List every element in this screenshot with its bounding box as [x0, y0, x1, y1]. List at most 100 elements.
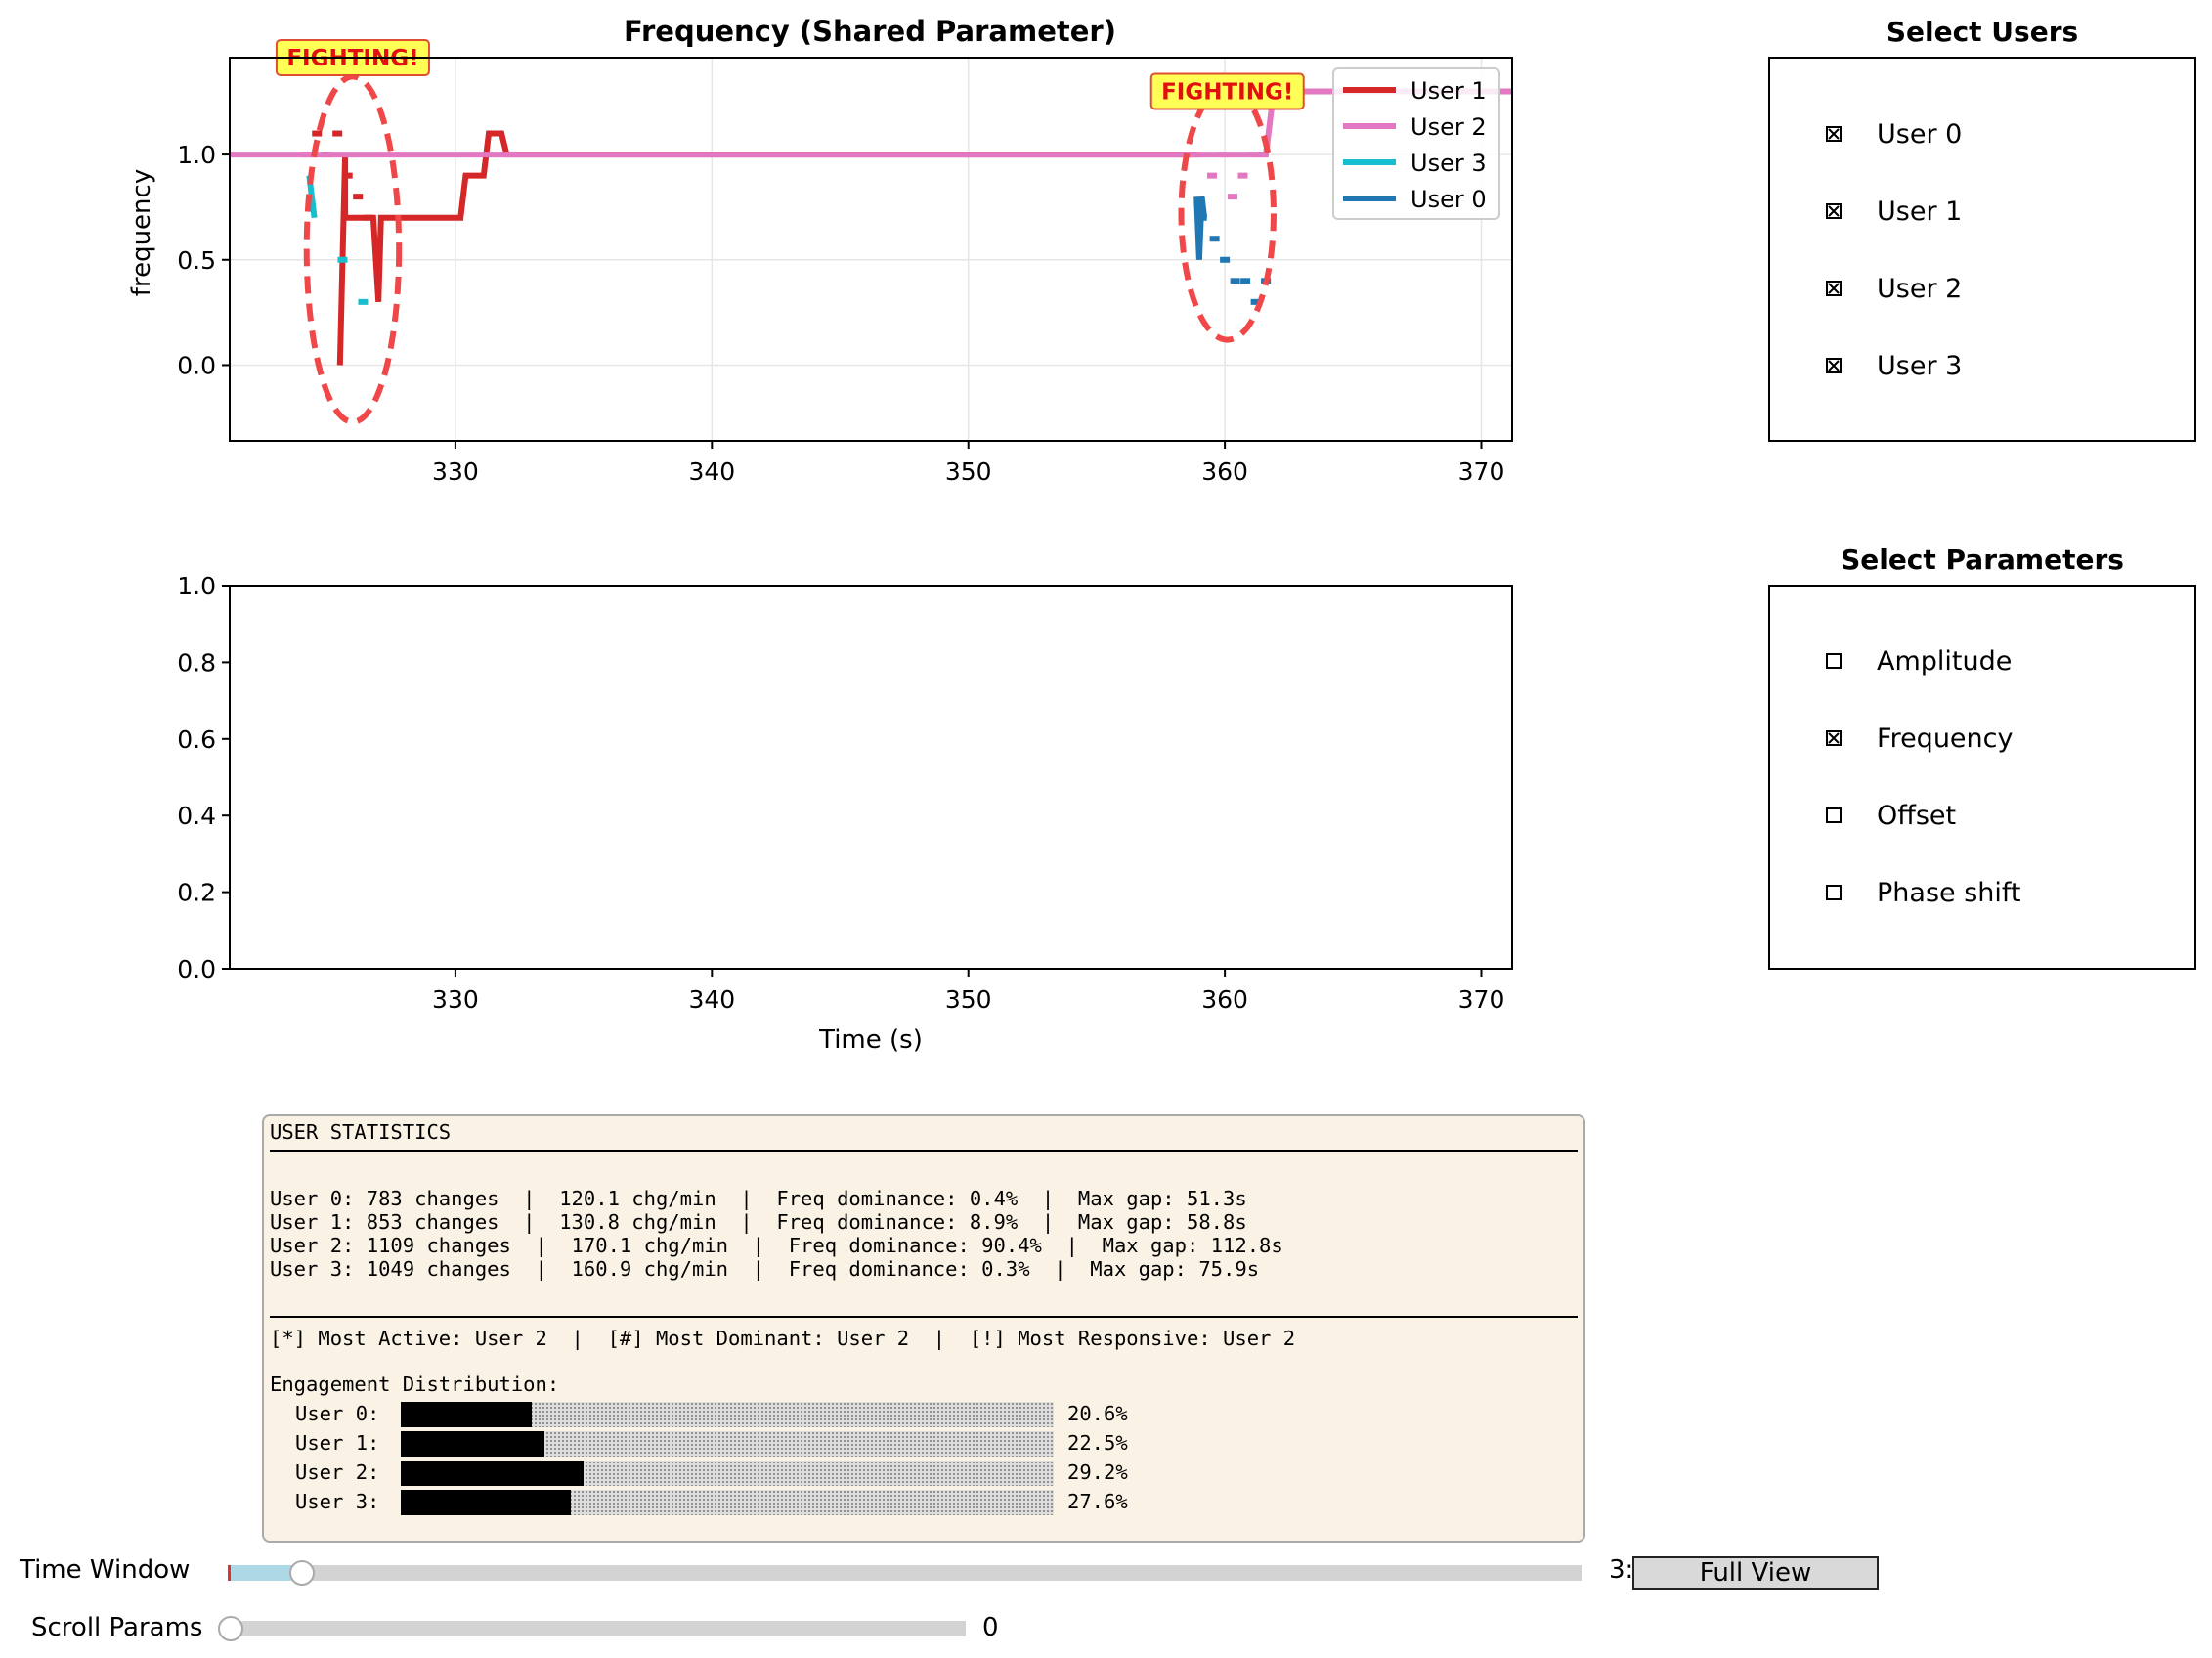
top-chart-ylabel: frequency — [127, 169, 156, 296]
engagement-bar — [401, 1402, 1054, 1427]
time-window-slider[interactable] — [231, 1565, 1582, 1581]
engagement-bar — [401, 1461, 1054, 1486]
checkbox-label: User 2 — [1877, 274, 1962, 304]
bottom-chart-xlabel: Time (s) — [818, 1025, 923, 1055]
time-window-slider-handle[interactable] — [289, 1560, 316, 1586]
x-tick-label: 330 — [432, 458, 479, 486]
user-checkbox-user-2[interactable]: User 2 — [1826, 274, 1962, 304]
checkbox-check-icon — [1828, 360, 1840, 371]
y-tick-label: 0.5 — [177, 246, 216, 275]
stats-line: User 3: 1049 changes | 160.9 chg/min | F… — [270, 1257, 1260, 1281]
top-chart-series — [230, 88, 1512, 366]
top-chart-title: Frequency (Shared Parameter) — [624, 15, 1116, 48]
user-checkbox-user-0[interactable]: User 0 — [1826, 119, 1962, 150]
scroll-params-slider[interactable] — [231, 1621, 966, 1636]
checkbox-label: User 1 — [1877, 196, 1962, 227]
x-tick-label: 360 — [1201, 458, 1248, 486]
time-window-value: 3: — [1609, 1555, 1634, 1585]
distribution-percent: 22.5% — [1067, 1431, 1128, 1455]
scroll-params-value: 0 — [982, 1613, 999, 1642]
engagement-bar-fill — [401, 1461, 585, 1486]
engagement-bar-fill — [401, 1490, 571, 1515]
x-tick-label: 370 — [1458, 458, 1505, 486]
top-chart-frame — [229, 57, 1513, 442]
checkbox[interactable] — [1826, 653, 1842, 669]
fighting-highlight-ellipse — [303, 73, 403, 425]
select-parameters-title: Select Parameters — [1841, 544, 2124, 576]
legend-entry: User 0 — [1343, 186, 1487, 213]
series-user-0-line — [1193, 196, 1208, 260]
scroll-params-label: Scroll Params — [31, 1613, 203, 1642]
fighting-label-box — [1149, 72, 1305, 110]
legend-label: User 2 — [1410, 113, 1487, 141]
checkbox-check-icon — [1828, 732, 1840, 744]
time-window-slider-fill — [231, 1565, 303, 1581]
user-statistics-panel: USER STATISTICS User 0: 783 changes | 12… — [262, 1114, 1585, 1543]
y-tick-label: 0.6 — [177, 725, 216, 754]
chart-legend: User 1 User 2 User 3 User 0 — [1332, 67, 1500, 220]
stats-divider — [270, 1316, 1578, 1318]
checkbox-label: Frequency — [1877, 723, 2014, 754]
checkbox-label: Phase shift — [1877, 878, 2021, 908]
stats-line: User 0: 783 changes | 120.1 chg/min | Fr… — [270, 1187, 1247, 1210]
x-tick-label: 360 — [1201, 985, 1248, 1014]
select-parameters-frame — [1768, 585, 2196, 970]
y-tick-label: 1.0 — [177, 141, 216, 169]
parameter-checkbox-frequency[interactable]: Frequency — [1826, 723, 2014, 754]
checkbox[interactable] — [1826, 807, 1842, 823]
distribution-label: User 0: — [295, 1402, 380, 1425]
checkbox[interactable] — [1826, 885, 1842, 900]
legend-label: User 1 — [1410, 77, 1487, 105]
y-tick-label: 0.4 — [177, 802, 216, 830]
top-chart: Frequency (Shared Parameter) frequency F… — [127, 15, 1513, 486]
time-window-label: Time Window — [20, 1555, 191, 1585]
series-user-2-line — [230, 88, 1512, 158]
user-checkbox-user-1[interactable]: User 1 — [1826, 196, 1962, 227]
distribution-percent: 29.2% — [1067, 1461, 1128, 1484]
fighting-highlight-ellipse — [1178, 84, 1277, 343]
parameter-checkbox-phase-shift[interactable]: Phase shift — [1826, 878, 2021, 908]
fighting-label: FIGHTING! — [1161, 79, 1293, 105]
parameter-checkbox-amplitude[interactable]: Amplitude — [1826, 646, 2012, 676]
stats-line: User 1: 853 changes | 130.8 chg/min | Fr… — [270, 1210, 1247, 1234]
y-tick-label: 1.0 — [177, 572, 216, 600]
legend-entry: User 3 — [1343, 150, 1487, 177]
legend-label: User 0 — [1410, 186, 1487, 213]
x-tick-label: 330 — [432, 985, 479, 1014]
distribution-percent: 20.6% — [1067, 1402, 1128, 1425]
checkbox-label: User 0 — [1877, 119, 1962, 150]
x-tick-label: 350 — [945, 458, 992, 486]
select-users-frame — [1768, 57, 2196, 442]
checkbox-label: Amplitude — [1877, 646, 2012, 676]
stats-line: User 2: 1109 changes | 170.1 chg/min | F… — [270, 1234, 1283, 1257]
legend-entry: User 2 — [1343, 113, 1487, 141]
x-tick-label: 340 — [688, 458, 735, 486]
x-tick-label: 370 — [1458, 985, 1505, 1014]
checkbox-check-icon — [1828, 205, 1840, 217]
top-chart-xticks: 330 340 350 360 370 — [432, 441, 1504, 486]
scroll-params-slider-handle[interactable] — [218, 1616, 243, 1641]
distribution-label: User 2: — [295, 1461, 380, 1484]
series-user-1-line — [336, 130, 1199, 366]
x-tick-label: 340 — [688, 985, 735, 1014]
top-chart-yticks: 0.0 0.5 1.0 — [177, 141, 230, 379]
select-users-panel: Select Users User 0 User 1 User 2 User 3 — [1768, 16, 2196, 442]
select-users-title: Select Users — [1887, 16, 2078, 48]
engagement-bar — [401, 1490, 1054, 1515]
checkbox-check-icon — [1828, 283, 1840, 294]
checkbox-check-icon — [1828, 128, 1840, 140]
distribution-percent: 27.6% — [1067, 1490, 1128, 1513]
x-tick-label: 350 — [945, 985, 992, 1014]
bottom-chart-xticks: 330 340 350 360 370 — [432, 969, 1504, 1014]
parameter-checkbox-offset[interactable]: Offset — [1826, 801, 1956, 831]
stats-summary: [*] Most Active: User 2 | [#] Most Domin… — [270, 1327, 1296, 1350]
stats-header: USER STATISTICS — [270, 1120, 452, 1144]
distribution-label: User 1: — [295, 1431, 380, 1455]
y-tick-label: 0.2 — [177, 879, 216, 907]
user-checkbox-user-3[interactable]: User 3 — [1826, 351, 1962, 381]
full-view-button[interactable]: Full View — [1632, 1556, 1879, 1590]
y-tick-label: 0.0 — [177, 351, 216, 379]
stats-divider — [270, 1150, 1578, 1152]
checkbox-label: User 3 — [1877, 351, 1962, 381]
engagement-bar — [401, 1431, 1054, 1457]
